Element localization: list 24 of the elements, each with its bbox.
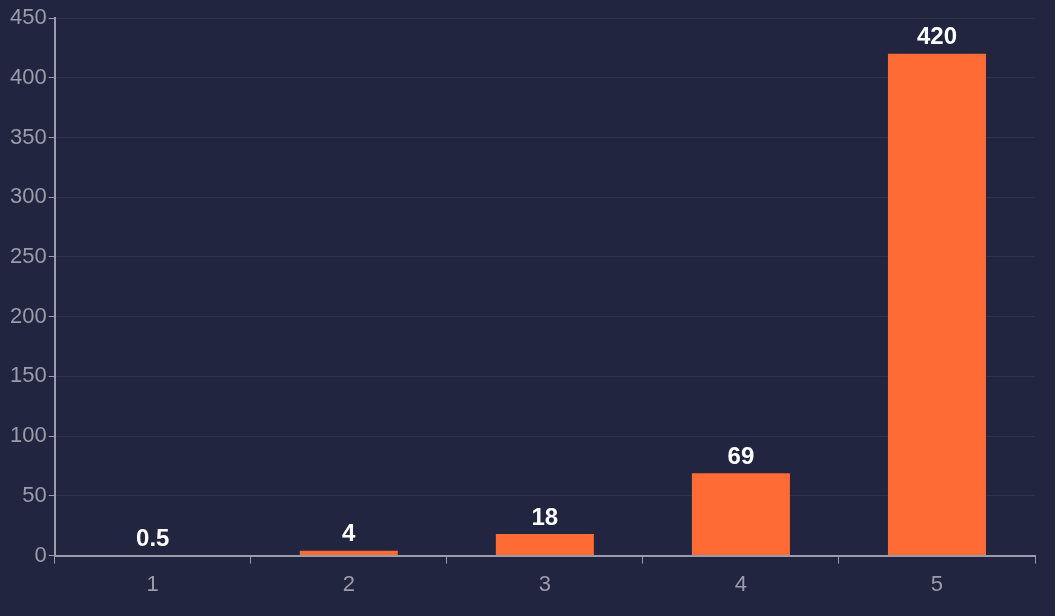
data-label: 420 <box>916 22 957 50</box>
bar <box>495 534 594 556</box>
y-tick-label: 450 <box>9 4 47 30</box>
y-tick-label: 200 <box>9 302 47 328</box>
x-tick-label: 3 <box>538 570 551 596</box>
y-tick-label: 250 <box>9 243 47 268</box>
data-label: 69 <box>727 441 755 469</box>
y-tick-label: 50 <box>22 481 47 507</box>
x-tick-label: 1 <box>146 570 159 596</box>
y-tick-label: 350 <box>9 123 47 149</box>
data-label: 4 <box>342 519 357 547</box>
data-label: 0.5 <box>136 523 170 551</box>
y-tick-label: 100 <box>9 422 47 448</box>
y-tick-label: 400 <box>9 63 47 89</box>
x-tick-label: 5 <box>930 570 944 596</box>
y-tick-label: 150 <box>9 362 47 388</box>
y-tick-label: 0 <box>34 541 47 567</box>
bar <box>299 550 398 556</box>
y-tick-label: 300 <box>9 183 47 209</box>
x-tick-label: 4 <box>734 570 748 596</box>
data-label: 18 <box>531 502 559 530</box>
bar <box>887 53 986 556</box>
x-tick-label: 2 <box>342 570 355 596</box>
bar <box>691 473 790 556</box>
